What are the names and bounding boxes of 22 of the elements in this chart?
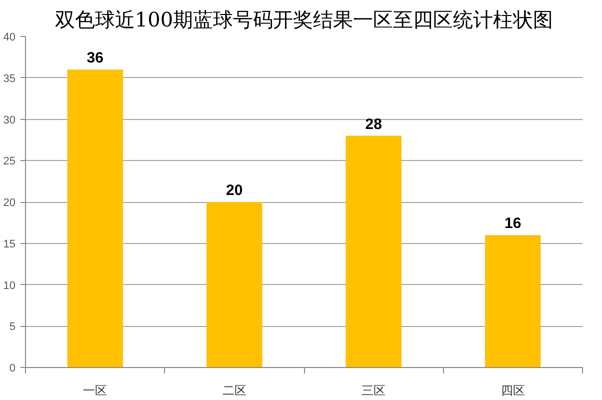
x-tick-label: 一区 — [83, 384, 108, 398]
x-tick-label: 三区 — [362, 384, 386, 398]
chart-title: 双色球近100期蓝球号码开奖结果一区至四区统计柱状图 — [54, 8, 554, 32]
y-tick-label: 30 — [3, 114, 16, 126]
bar — [67, 70, 123, 368]
data-label: 28 — [365, 116, 382, 133]
y-tick-label: 10 — [3, 280, 16, 292]
data-label: 16 — [504, 215, 522, 232]
bar — [206, 202, 262, 368]
data-label: 20 — [226, 182, 243, 199]
y-tick-label: 25 — [3, 156, 16, 168]
bar — [485, 235, 541, 368]
x-tick-label: 二区 — [222, 384, 246, 398]
x-tick-label: 四区 — [500, 384, 525, 398]
y-tick-label: 15 — [3, 238, 16, 250]
y-tick-label: 20 — [3, 197, 16, 209]
y-tick-label: 0 — [9, 362, 16, 374]
y-tick-label: 35 — [3, 72, 16, 85]
y-tick-label: 5 — [9, 321, 16, 334]
y-tick-label: 40 — [3, 32, 16, 44]
bar — [346, 136, 402, 368]
data-label: 36 — [86, 50, 104, 67]
